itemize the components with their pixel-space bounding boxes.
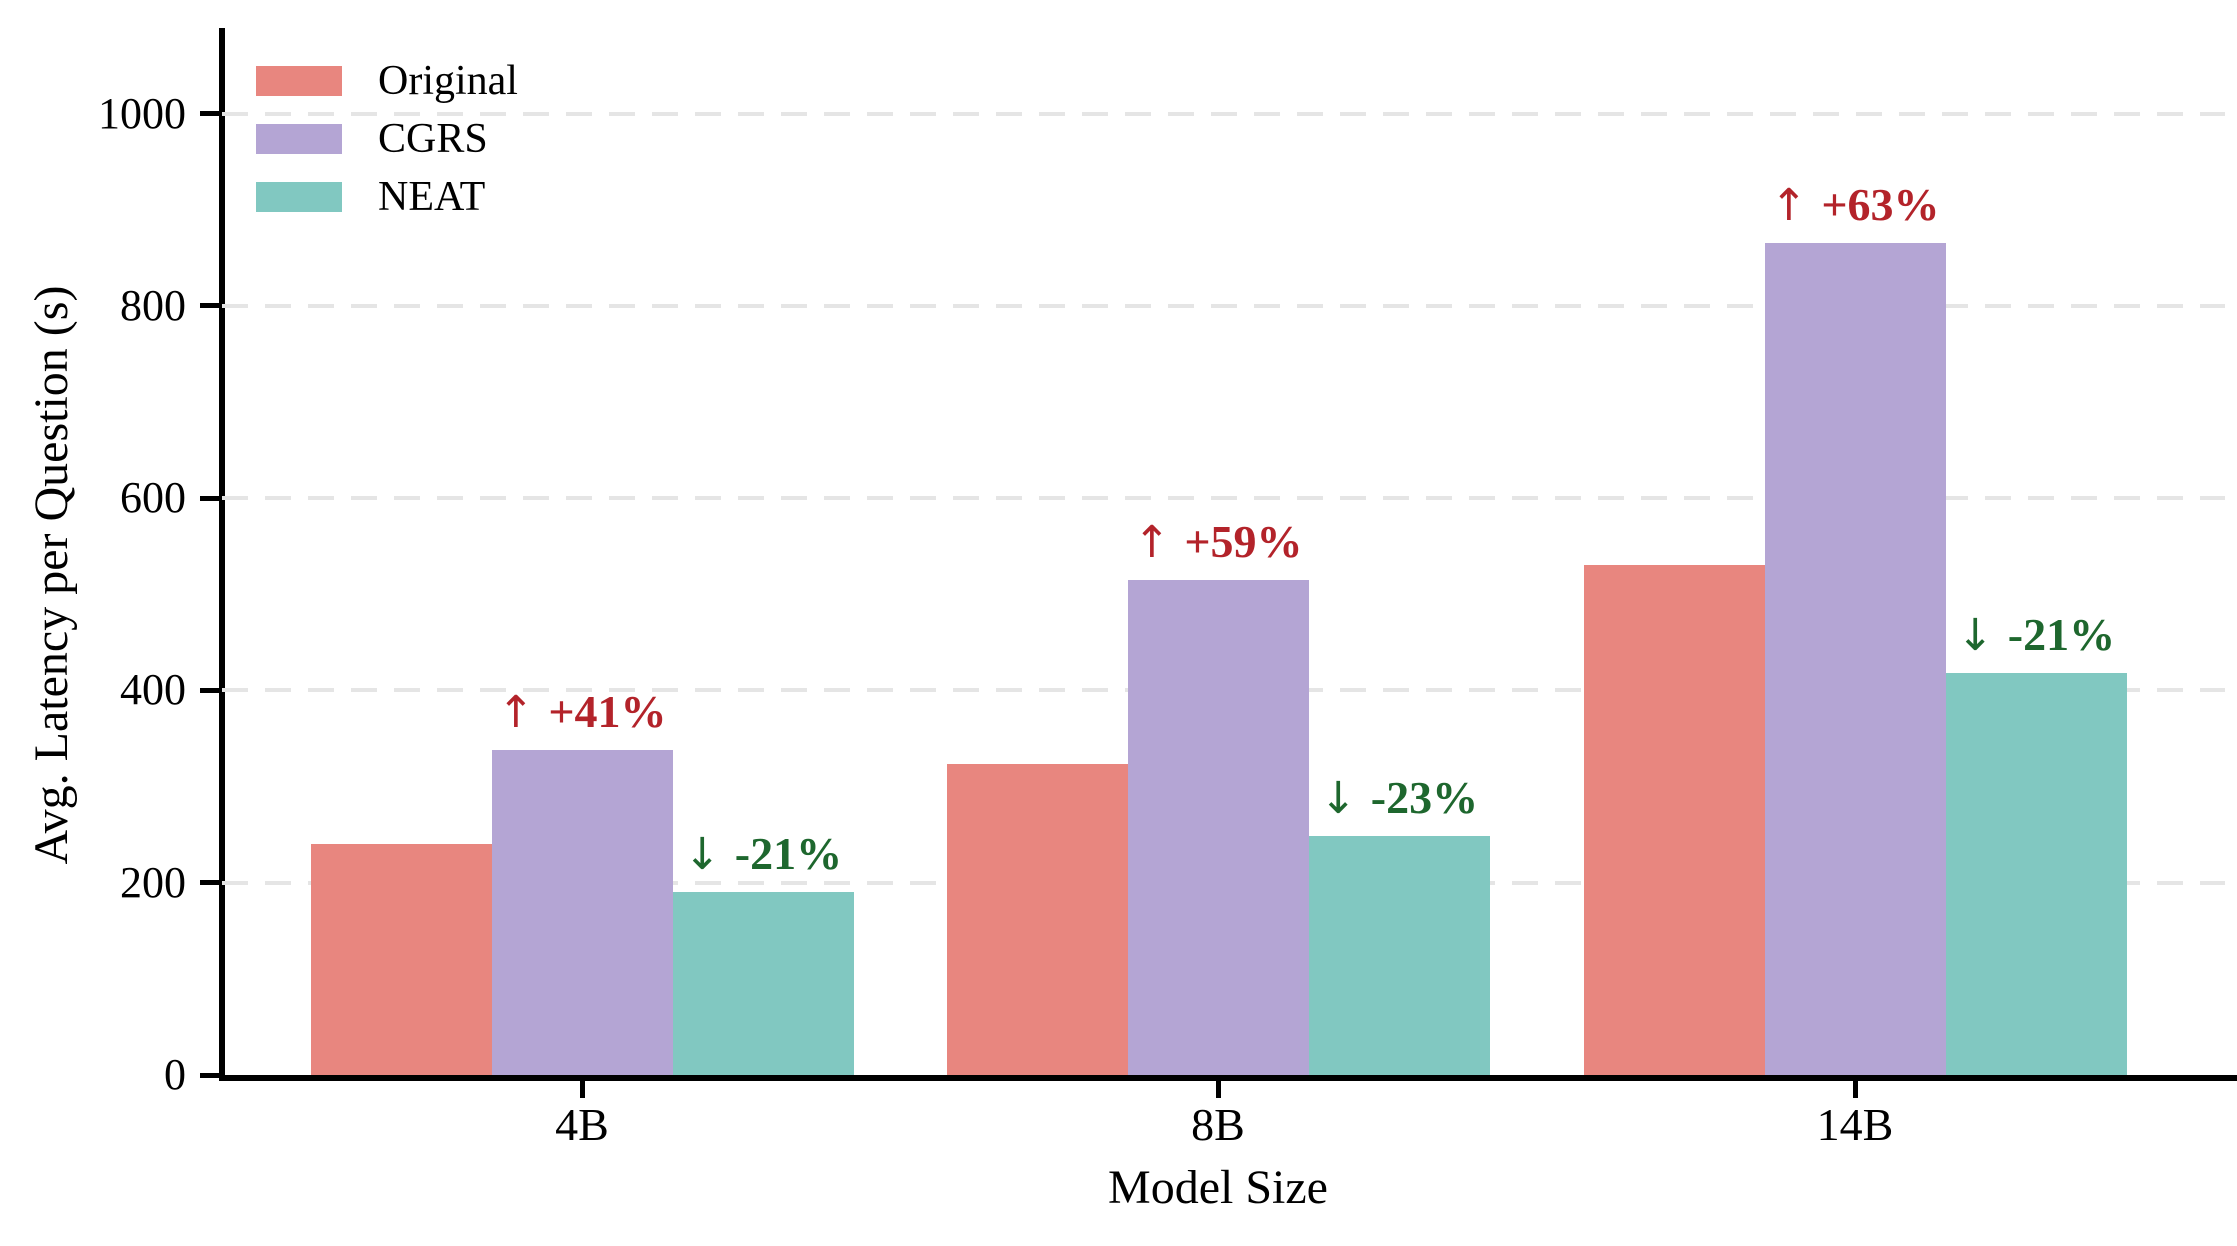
arrow-down-icon: ↓ (683, 829, 721, 881)
x-tick-mark-8b (1215, 1081, 1221, 1098)
legend-item-original: Original (256, 60, 518, 102)
grid-line-1000 (222, 111, 2225, 116)
y-tick-label-400: 400 (120, 665, 186, 715)
y-tick-label-1000: 1000 (98, 88, 186, 138)
y-tick-mark-1000 (200, 111, 221, 117)
annotation-cgrs-8b: ↑ +59% (1133, 515, 1303, 568)
legend-swatch (256, 66, 342, 96)
annotation-neat-8b: ↓ -23% (1319, 771, 1479, 824)
bar-cgrs-14b (1764, 243, 1946, 1075)
bar-neat-4b (672, 892, 854, 1075)
arrow-up-icon: ↑ (1133, 516, 1171, 568)
legend-swatch (256, 124, 342, 154)
legend-label: Original (378, 58, 518, 104)
x-tick-label-8b: 8B (1191, 1099, 1245, 1150)
annotation-percent-label: +63% (1821, 179, 1940, 231)
arrow-up-icon: ↑ (1770, 180, 1808, 232)
bar-original-4b (310, 844, 492, 1075)
legend-item-cgrs: CGRS (256, 118, 518, 160)
arrow-down-icon: ↓ (1956, 610, 1994, 662)
x-tick-label-14b: 14B (1816, 1099, 1894, 1150)
arrow-down-icon: ↓ (1319, 772, 1357, 824)
legend-swatch (256, 182, 342, 212)
y-tick-label-200: 200 (120, 857, 186, 907)
x-axis-title: Model Size (1108, 1161, 1328, 1214)
y-tick-mark-400 (200, 687, 221, 693)
y-tick-label-800: 800 (120, 280, 186, 330)
bar-cgrs-4b (491, 750, 673, 1075)
x-tick-label-4b: 4B (555, 1099, 609, 1150)
y-tick-label-0: 0 (164, 1050, 186, 1099)
annotation-cgrs-14b: ↑ +63% (1770, 180, 1939, 231)
annotation-neat-4b: ↓ -21% (684, 829, 842, 880)
y-tick-mark-800 (200, 303, 221, 309)
annotation-neat-14b: ↓ -21% (1957, 610, 2115, 661)
annotation-percent-label: -21% (734, 828, 843, 880)
annotation-cgrs-4b: ↑ +41% (497, 687, 666, 738)
legend-label: CGRS (378, 116, 488, 162)
bar-neat-14b (1945, 673, 2127, 1075)
annotation-percent-label: -23% (1370, 771, 1479, 823)
bar-original-14b (1583, 565, 1765, 1075)
legend-item-neat: NEAT (256, 176, 518, 218)
bar-original-8b (946, 763, 1128, 1075)
arrow-up-icon: ↑ (497, 687, 535, 739)
plot-area: ↑ +41% ↓ -21% ↑ +59% ↓ -23% ↑ +63% ↓ -21% (222, 30, 2225, 1075)
y-tick-mark-200 (200, 880, 221, 886)
annotation-percent-label: +41% (548, 686, 667, 738)
grid-line-800 (222, 303, 2225, 308)
bar-neat-8b (1308, 835, 1490, 1075)
x-axis-spine (219, 1075, 2237, 1081)
y-tick-mark-600 (200, 495, 221, 501)
legend: Original CGRS NEAT (256, 60, 518, 218)
y-tick-mark-0 (200, 1072, 221, 1078)
y-axis-title: Avg. Latency per Question (s) (25, 285, 78, 865)
x-tick-mark-4b (579, 1081, 585, 1098)
grid-line-600 (222, 496, 2225, 501)
annotation-percent-label: +59% (1184, 515, 1303, 567)
annotation-percent-label: -21% (2007, 609, 2116, 661)
x-tick-mark-14b (1852, 1081, 1858, 1098)
y-axis-spine (219, 28, 225, 1081)
y-tick-label-600: 600 (120, 473, 186, 523)
legend-label: NEAT (378, 174, 486, 220)
bar-cgrs-8b (1127, 579, 1309, 1075)
